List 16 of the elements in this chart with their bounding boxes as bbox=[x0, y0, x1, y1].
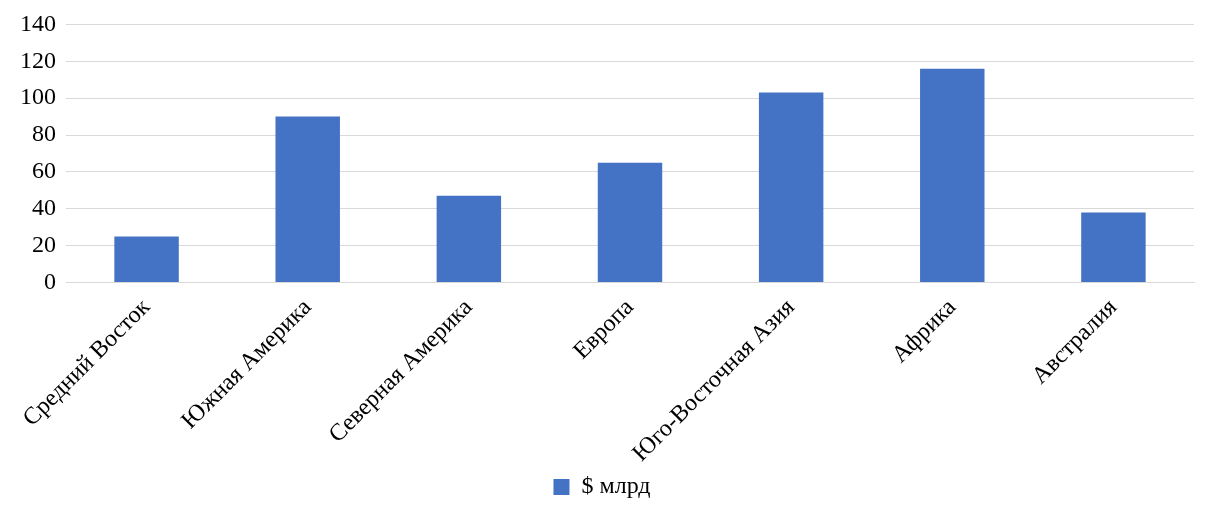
y-tick-label: 0 bbox=[44, 267, 56, 294]
bar bbox=[758, 92, 824, 282]
legend-label: $ млрд bbox=[581, 472, 651, 499]
bar bbox=[920, 68, 985, 282]
bar bbox=[436, 195, 502, 282]
y-tick-label: 140 bbox=[20, 9, 56, 36]
bar bbox=[275, 116, 340, 282]
y-tick-label: 20 bbox=[32, 230, 56, 257]
y-tick-label: 80 bbox=[32, 120, 56, 147]
y-tick-label: 40 bbox=[32, 194, 56, 221]
bar bbox=[597, 162, 663, 282]
bar bbox=[114, 236, 179, 282]
y-tick-label: 100 bbox=[20, 83, 56, 110]
bar bbox=[1081, 212, 1146, 282]
y-tick-label: 60 bbox=[32, 157, 56, 184]
y-tick-label: 120 bbox=[20, 46, 56, 73]
